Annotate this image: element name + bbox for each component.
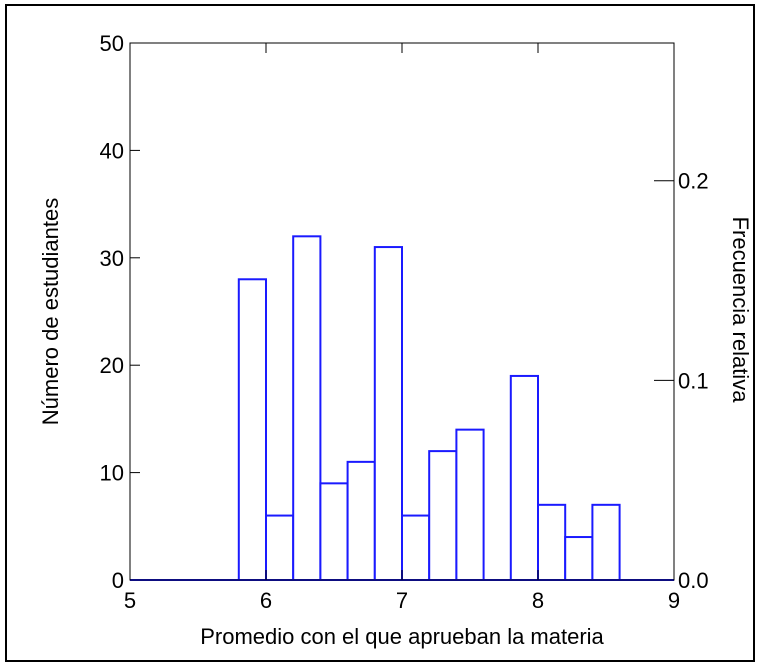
histogram-bar <box>265 514 295 581</box>
y-tick-label: 10 <box>100 461 124 486</box>
histogram-bar <box>537 503 567 582</box>
y2-axis-label: Frecuencia relativa <box>728 217 753 404</box>
histogram-bar <box>455 428 485 582</box>
y-tick-label: 50 <box>100 31 124 56</box>
histogram-bar <box>346 460 376 581</box>
x-tick-label: 5 <box>124 588 136 613</box>
x-axis-label: Promedio con el que aprueban la materia <box>200 624 604 649</box>
histogram-bar <box>509 374 539 581</box>
x-tick-label: 6 <box>260 588 272 613</box>
y-tick-label: 20 <box>100 353 124 378</box>
y-tick-label: 30 <box>100 246 124 271</box>
y-tick-label: 40 <box>100 138 124 163</box>
y2-tick-label: 0.0 <box>678 568 709 593</box>
y2-tick-label: 0.2 <box>678 169 709 194</box>
y2-tick-label: 0.1 <box>678 368 709 393</box>
histogram-bar <box>319 482 349 581</box>
y-tick-label: 0 <box>112 568 124 593</box>
histogram-bar <box>292 235 322 581</box>
y-axis-label: Número de estudiantes <box>38 198 63 425</box>
histogram-bar <box>591 503 621 582</box>
ticks-group: 5 6 7 8 9 0 10 20 30 40 50 0.0 0.1 0.2 <box>100 31 709 613</box>
histogram-bar <box>373 246 403 581</box>
x-tick-label: 7 <box>396 588 408 613</box>
x-tick-label: 8 <box>532 588 544 613</box>
bars-group <box>130 235 674 582</box>
histogram-bar <box>428 450 458 581</box>
histogram-bar <box>237 278 268 581</box>
histogram-bar <box>564 536 594 581</box>
x-tick-label: 9 <box>668 588 680 613</box>
histogram-bar <box>401 514 431 581</box>
